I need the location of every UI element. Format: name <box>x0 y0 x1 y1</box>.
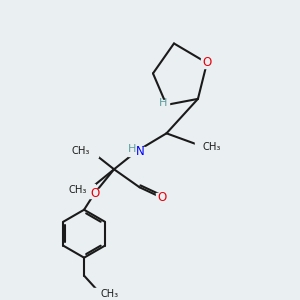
Bar <box>82 148 98 157</box>
Text: N: N <box>136 145 145 158</box>
Text: H: H <box>128 144 136 154</box>
Text: O: O <box>158 191 166 204</box>
Text: CH₃: CH₃ <box>202 142 221 152</box>
Bar <box>128 146 145 156</box>
Bar <box>156 193 168 202</box>
Text: O: O <box>202 56 212 69</box>
Text: CH₃: CH₃ <box>72 146 90 156</box>
Text: H: H <box>159 98 167 108</box>
Text: CH₃: CH₃ <box>69 185 87 195</box>
Bar <box>157 100 169 109</box>
Bar <box>93 288 108 296</box>
Text: CH₃: CH₃ <box>100 289 119 298</box>
Text: O: O <box>90 187 99 200</box>
Bar <box>195 141 210 150</box>
Bar <box>80 184 94 193</box>
Bar <box>89 189 100 198</box>
Bar <box>201 58 213 68</box>
